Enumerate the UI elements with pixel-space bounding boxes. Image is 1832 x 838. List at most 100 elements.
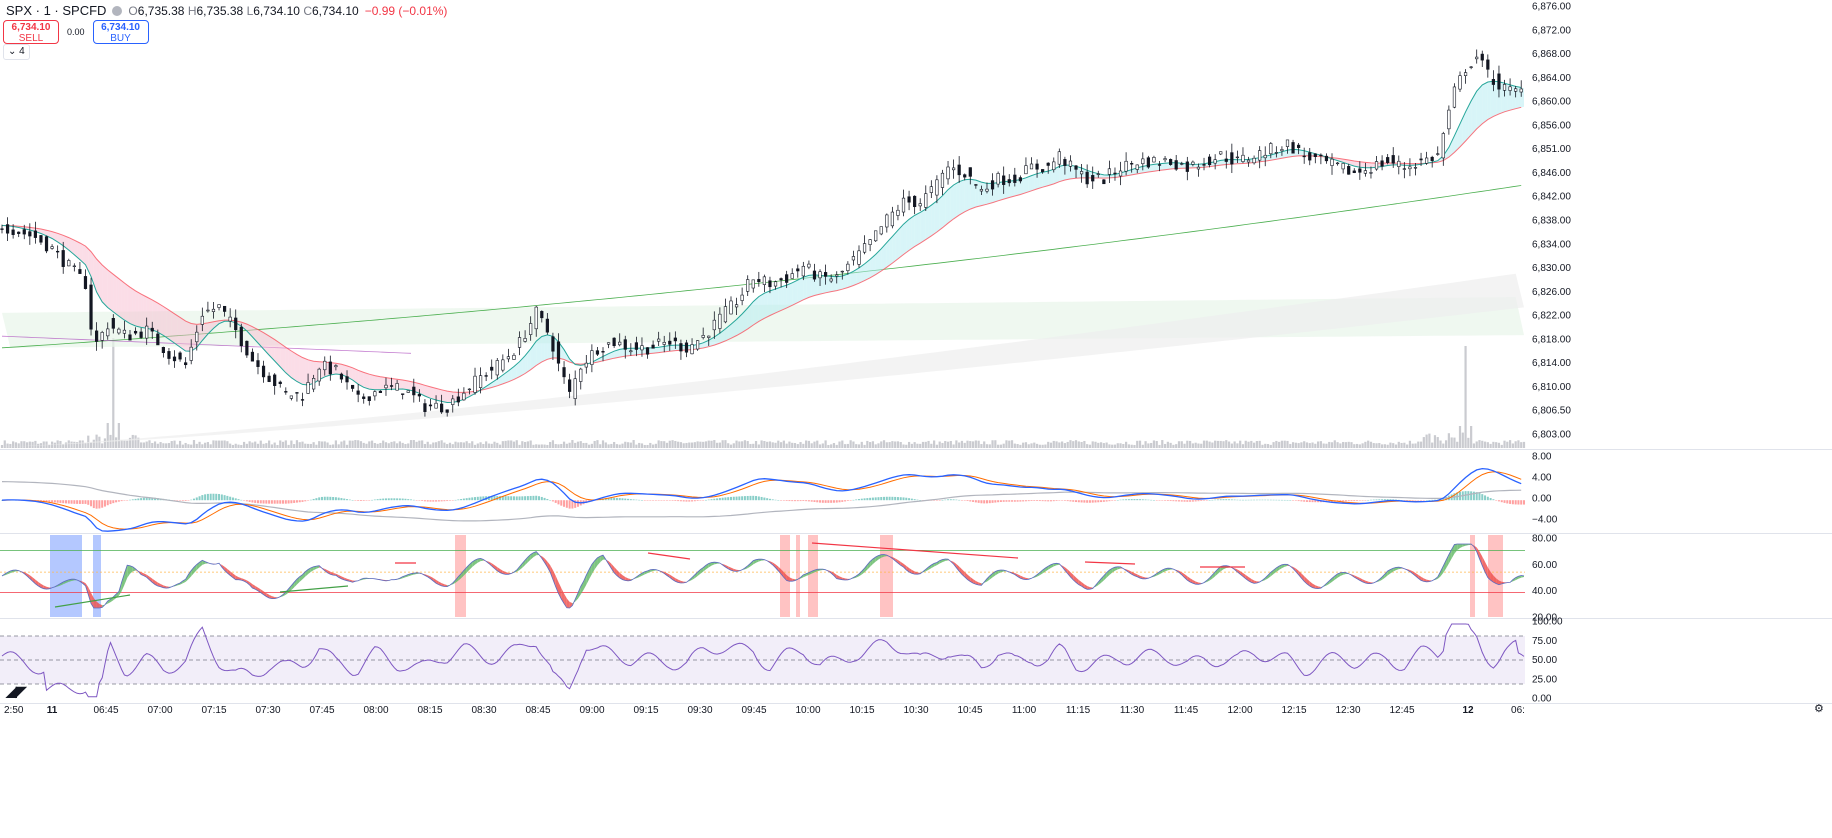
volume-bar [1216, 440, 1220, 448]
time-axis-label: 11:45 [1174, 705, 1199, 716]
candle-body [606, 342, 611, 345]
volume-bar [529, 440, 532, 448]
macd-histogram-bar [1489, 498, 1492, 501]
macd-histogram-bar [499, 496, 502, 501]
oscillator-fill [1184, 574, 1188, 581]
oscillator-fill [786, 575, 790, 582]
overbought-highlight [1470, 535, 1475, 617]
macd-histogram-bar [760, 496, 763, 501]
volume-bar [501, 441, 504, 448]
indicators-collapse-button[interactable]: ⌄ 4 [3, 44, 30, 60]
candle-body [751, 279, 755, 289]
macd-histogram-bar [1066, 500, 1069, 502]
ema-cloud [143, 295, 147, 329]
oscillator-fill [263, 591, 267, 597]
candle-body [395, 383, 399, 391]
ema-cloud [828, 276, 832, 293]
candle-body [350, 384, 355, 389]
volume-bar [1278, 441, 1281, 448]
ema-cloud [1028, 175, 1032, 192]
oscillator-fill [975, 580, 979, 585]
macd-histogram-bar [354, 500, 357, 501]
ema-cloud [333, 362, 336, 375]
candle-body [974, 184, 978, 186]
ema-cloud [1045, 171, 1049, 187]
gear-icon[interactable]: ⚙ [1814, 703, 1824, 715]
macd-histogram-bar [1088, 500, 1091, 503]
candle-body [1419, 158, 1423, 161]
candle-body [1102, 179, 1106, 185]
volume-bar [273, 442, 276, 448]
ema-cloud [82, 244, 86, 265]
macd-histogram-bar [1147, 499, 1150, 501]
macd-histogram-bar [1514, 500, 1517, 505]
volume-bar [1019, 444, 1022, 448]
ema-cloud [188, 322, 192, 352]
buy-button[interactable]: 6,734.10 BUY [92, 20, 149, 44]
oscillator-fill [458, 573, 462, 581]
macd-histogram-bar [320, 496, 323, 501]
macd-histogram-bar [752, 495, 755, 501]
volume-bar [148, 440, 151, 448]
candle-body [1508, 86, 1512, 91]
candle-body [1302, 155, 1306, 158]
candle-body [1352, 170, 1356, 174]
volume-bar [766, 441, 769, 448]
volume-bar [64, 442, 68, 448]
volume-bar [1433, 435, 1437, 448]
macd-histogram-bar [432, 500, 435, 502]
ema-cloud [981, 182, 985, 206]
macd-histogram-bar [785, 500, 788, 501]
candle-body [746, 279, 750, 292]
volume-bar [201, 444, 204, 448]
volume-bar [958, 442, 961, 448]
volume-bar [176, 444, 179, 448]
ema-cloud [424, 385, 428, 398]
volume-bar [490, 443, 493, 448]
macd-histogram-bar [229, 496, 232, 501]
macd-histogram-bar [426, 500, 429, 502]
ema-cloud [1351, 160, 1355, 167]
volume-bar [45, 441, 48, 448]
macd-histogram-bar [1244, 499, 1247, 501]
oscillator-fill [1209, 574, 1213, 581]
oscillator-fill [1515, 576, 1519, 581]
candle-body [990, 180, 995, 190]
oscillator-fill [475, 558, 478, 565]
price-axis-label: 6,834.00 [1532, 239, 1571, 250]
macd-histogram-bar [571, 500, 574, 509]
volume-bar [334, 440, 337, 448]
ema-cloud [973, 179, 976, 208]
symbol-title[interactable]: SPX · 1 · SPCFD [6, 3, 107, 18]
candle-body [1163, 158, 1167, 161]
ema-cloud [886, 239, 890, 268]
ema-cloud [1448, 141, 1452, 158]
volume-bar [938, 441, 941, 448]
sell-button[interactable]: 6,734.10 SELL [3, 20, 59, 44]
volume-bar [988, 444, 991, 448]
macd-histogram-bar [1072, 500, 1075, 502]
macd-histogram-bar [220, 494, 223, 501]
volume-bar [638, 442, 641, 448]
oscillator-fill [1496, 578, 1499, 585]
volume-bar [963, 442, 966, 448]
volume-bar [231, 444, 235, 448]
volume-bar [329, 444, 332, 448]
tradingview-logo-icon[interactable]: ◢◤ [6, 683, 27, 699]
volume-bar [1169, 442, 1172, 448]
volume-bar [343, 440, 346, 448]
volume-bar [685, 442, 688, 448]
volume-bar [1047, 441, 1050, 448]
ema-cloud [1301, 150, 1305, 156]
macd-histogram-bar [435, 500, 438, 502]
oscillator-fill [238, 577, 242, 581]
ema-cloud [344, 365, 348, 377]
macd-histogram-bar [916, 499, 919, 501]
volume-bar [1294, 442, 1297, 448]
macd-histogram-bar [958, 499, 961, 501]
macd-histogram-bar [1389, 499, 1392, 501]
oscillator-fill [566, 598, 570, 609]
market-status-icon[interactable] [112, 6, 123, 16]
macd-histogram-bar [1189, 500, 1192, 502]
